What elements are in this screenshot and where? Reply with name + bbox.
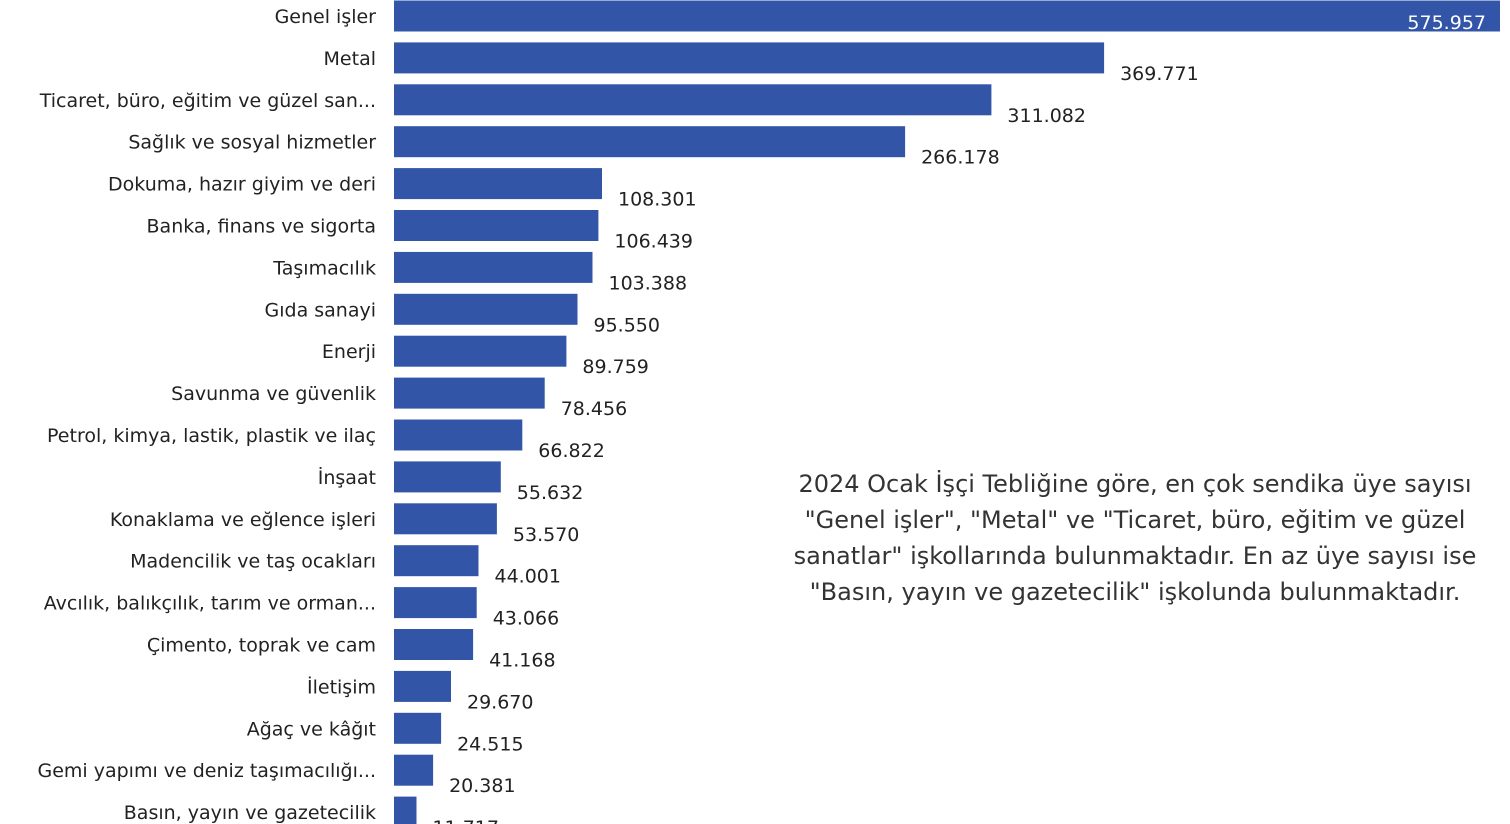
category-label: Enerji — [322, 341, 376, 363]
category-label: Avcılık, balıkçılık, tarım ve orman... — [44, 593, 376, 615]
category-label: Banka, finans ve sigorta — [147, 216, 376, 238]
data-label: 53.570 — [513, 524, 579, 546]
bar — [394, 670, 451, 702]
bar — [394, 419, 523, 451]
bar — [394, 587, 477, 619]
category-label: Çimento, toprak ve cam — [147, 635, 376, 657]
category-label: Taşımacılık — [272, 257, 376, 279]
category-label: Savunma ve güvenlik — [171, 383, 376, 405]
data-label: 103.388 — [609, 272, 688, 294]
data-label: 11.717 — [433, 817, 499, 824]
data-label: 43.066 — [493, 608, 559, 630]
data-label: 20.381 — [449, 775, 515, 797]
data-label: 311.082 — [1007, 105, 1086, 127]
category-label: İnşaat — [318, 466, 376, 489]
data-label: 24.515 — [457, 733, 523, 755]
data-label: 95.550 — [594, 314, 660, 336]
bar — [394, 84, 992, 116]
category-label: Ticaret, büro, eğitim ve güzel san... — [39, 90, 376, 112]
bar — [394, 461, 501, 493]
data-label: 66.822 — [538, 440, 604, 462]
category-label: Dokuma, hazır giyim ve deri — [108, 174, 376, 196]
bar — [394, 42, 1105, 74]
data-label: 41.168 — [489, 650, 555, 672]
category-label: Gıda sanayi — [265, 299, 377, 321]
category-label: Basın, yayın ve gazetecilik — [124, 802, 376, 824]
data-label: 78.456 — [561, 398, 627, 420]
category-label: İletişim — [307, 675, 376, 698]
bar — [394, 712, 442, 744]
category-label: Metal — [324, 48, 376, 70]
bar — [394, 503, 497, 535]
category-labels: Genel işler Metal Ticaret, büro, eğitim ve… — [37, 6, 376, 824]
category-label: Ağaç ve kâğıt — [247, 718, 376, 740]
chart-annotation: 2024 Ocak İşçi Tebliğine göre, en çok se… — [793, 470, 1477, 606]
bar — [394, 629, 474, 660]
data-label: 575.957 — [1407, 12, 1486, 34]
value-labels: 575.957 369.771 311.082 266.178 108.301 106.4… — [433, 12, 1487, 824]
bar — [394, 293, 578, 325]
data-label: 89.759 — [582, 356, 648, 378]
data-label: 369.771 — [1120, 63, 1199, 85]
category-label: Sağlık ve sosyal hizmetler — [128, 132, 376, 154]
category-label: Genel işler — [275, 6, 377, 28]
bar — [394, 168, 602, 200]
data-label: 108.301 — [618, 189, 697, 211]
bar — [394, 0, 1500, 32]
data-label: 55.632 — [517, 482, 583, 504]
category-label: Konaklama ve eğlence işleri — [110, 509, 376, 531]
bar — [394, 754, 434, 786]
data-label: 44.001 — [495, 566, 561, 588]
data-label: 266.178 — [921, 147, 1000, 169]
bar — [394, 251, 593, 283]
bar — [394, 335, 567, 367]
bar — [394, 126, 906, 158]
data-label: 106.439 — [614, 231, 693, 253]
category-label: Petrol, kimya, lastik, plastik ve ilaç — [47, 425, 376, 447]
data-label: 29.670 — [467, 691, 533, 713]
bars-layer — [394, 0, 1500, 824]
bar — [394, 545, 479, 577]
bar — [394, 210, 599, 241]
category-label: Gemi yapımı ve deniz taşımacılığı... — [37, 760, 376, 782]
bar — [394, 377, 545, 409]
category-label: Madencilik ve taş ocakları — [130, 551, 376, 573]
bar — [394, 796, 417, 824]
